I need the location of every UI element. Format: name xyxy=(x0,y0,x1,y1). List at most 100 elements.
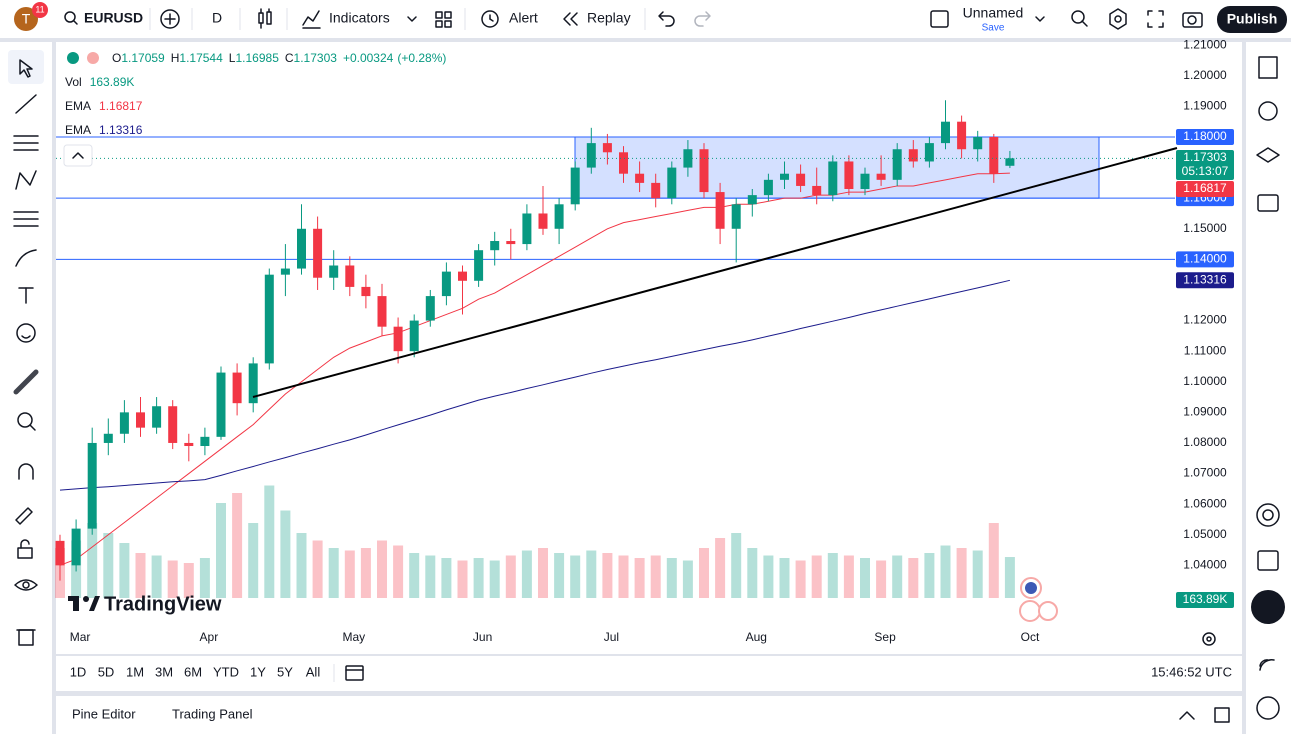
publish-button[interactable] xyxy=(1217,6,1287,33)
candle-body xyxy=(441,271,451,297)
volume-badge: 163.89K xyxy=(1183,592,1228,606)
y-tick-label: 1.11000 xyxy=(1184,343,1227,357)
volume-bar xyxy=(731,533,742,598)
range-button[interactable]: 6M xyxy=(184,664,202,679)
lines-tool[interactable] xyxy=(13,135,39,151)
alerts-icon[interactable] xyxy=(1258,101,1278,121)
magnet-tool[interactable] xyxy=(18,463,34,480)
alert-icon[interactable] xyxy=(481,10,499,28)
range-button[interactable]: 5Y xyxy=(277,664,293,679)
calendar-icon[interactable] xyxy=(1257,550,1279,571)
add-symbol-icon[interactable] xyxy=(160,9,180,29)
chat-icon[interactable] xyxy=(1257,194,1279,212)
volume-bar xyxy=(167,560,178,598)
pattern-tool[interactable] xyxy=(15,170,37,190)
lock-tool[interactable] xyxy=(17,539,33,559)
replay-icon[interactable] xyxy=(563,12,578,26)
indicators-button[interactable]: Indicators xyxy=(329,10,390,26)
zoom-tool[interactable] xyxy=(17,412,36,431)
footer-tab[interactable]: Trading Panel xyxy=(172,706,253,721)
range-button[interactable]: 1Y xyxy=(250,664,266,679)
quick-search-icon[interactable] xyxy=(1071,10,1088,27)
goto-date-icon[interactable] xyxy=(345,665,364,681)
ema-badge: 1.16817 xyxy=(1183,181,1227,195)
apps-icon[interactable] xyxy=(1251,590,1285,624)
maximize-panel[interactable] xyxy=(1214,707,1230,723)
volume-bar xyxy=(650,555,661,598)
volume-bar xyxy=(699,548,709,598)
volume-bar xyxy=(586,550,597,598)
candle-body xyxy=(731,204,741,229)
change-pct: (+0.28%) xyxy=(397,51,446,65)
range-button[interactable]: 1D xyxy=(70,664,87,679)
collapse-legend[interactable] xyxy=(63,144,93,167)
layout-name[interactable]: Unnamed xyxy=(963,5,1024,21)
range-button[interactable]: 5D xyxy=(98,664,115,679)
volume-bar xyxy=(473,558,484,598)
symbol[interactable]: EURUSD xyxy=(84,10,143,26)
stay-drawing-tool[interactable] xyxy=(15,507,33,525)
snapshot-icon[interactable] xyxy=(1182,12,1203,28)
chevron[interactable] xyxy=(1035,16,1045,22)
fullscreen-icon[interactable] xyxy=(1147,10,1164,28)
candle-body xyxy=(812,185,822,196)
collapse-arrow xyxy=(72,152,84,159)
indicators-icon[interactable] xyxy=(302,10,321,29)
avatar[interactable] xyxy=(14,7,38,31)
candle-body xyxy=(570,167,580,205)
interval[interactable]: D xyxy=(212,10,222,26)
trash-tool[interactable] xyxy=(16,629,36,646)
expand-panel[interactable] xyxy=(1179,711,1195,720)
range-button[interactable]: All xyxy=(306,664,321,679)
range-buttons: 1D 5D 1M 3M 6M YTD 1Y 5Y All xyxy=(70,664,321,679)
x-tick-label: Apr xyxy=(200,630,219,644)
volume-bar xyxy=(216,503,226,598)
layout-icon[interactable] xyxy=(930,10,949,28)
cursor-tool[interactable] xyxy=(19,59,33,78)
target-icon[interactable] xyxy=(1256,503,1280,527)
data-window-icon[interactable] xyxy=(1256,147,1280,163)
low-value: 1.16985 xyxy=(235,51,279,65)
forecast-tool[interactable] xyxy=(13,211,39,227)
x-tick-label: Sep xyxy=(874,630,896,644)
candle-body xyxy=(780,173,789,180)
undo-icon[interactable] xyxy=(658,11,675,27)
help-icon[interactable] xyxy=(1256,696,1280,720)
settings-icon[interactable] xyxy=(1109,8,1127,30)
volume-bar xyxy=(843,555,854,598)
footer-tab[interactable]: Pine Editor xyxy=(72,706,136,721)
chart-type-icon[interactable] xyxy=(258,8,272,29)
axis-settings-icon[interactable] xyxy=(1202,632,1216,646)
stream-icon[interactable] xyxy=(1259,659,1275,671)
emoji-tool[interactable] xyxy=(16,323,36,343)
y-tick-label: 1.12000 xyxy=(1183,313,1227,327)
volume-bar xyxy=(360,548,371,598)
candle-body xyxy=(876,173,886,180)
layouts-icon[interactable] xyxy=(435,11,452,28)
ema-value: 1.16817 xyxy=(99,99,143,113)
brush-tool[interactable] xyxy=(15,249,37,267)
watchlist-icon[interactable] xyxy=(1258,56,1278,79)
range-button[interactable]: 3M xyxy=(155,664,173,679)
replay-button[interactable]: Replay xyxy=(587,10,631,26)
alert-button[interactable]: Alert xyxy=(509,10,538,26)
volume-bar xyxy=(618,555,629,598)
candle-body xyxy=(586,143,596,168)
text-tool[interactable] xyxy=(18,287,34,304)
y-tick-label: 1.19000 xyxy=(1183,99,1227,113)
search-icon[interactable] xyxy=(64,11,78,25)
save-label[interactable]: Save xyxy=(982,23,1005,34)
volume-bar xyxy=(393,545,404,598)
candle-body xyxy=(345,265,355,287)
hide-tool[interactable] xyxy=(14,579,38,591)
range-button[interactable]: 1M xyxy=(126,664,144,679)
measure-tool[interactable] xyxy=(13,369,39,395)
range-button[interactable]: YTD xyxy=(213,664,239,679)
candle-body xyxy=(522,213,532,245)
volume-bar xyxy=(827,553,838,598)
trendline-tool[interactable] xyxy=(15,94,37,114)
chevron[interactable] xyxy=(407,16,417,22)
redo-icon[interactable] xyxy=(694,11,711,27)
